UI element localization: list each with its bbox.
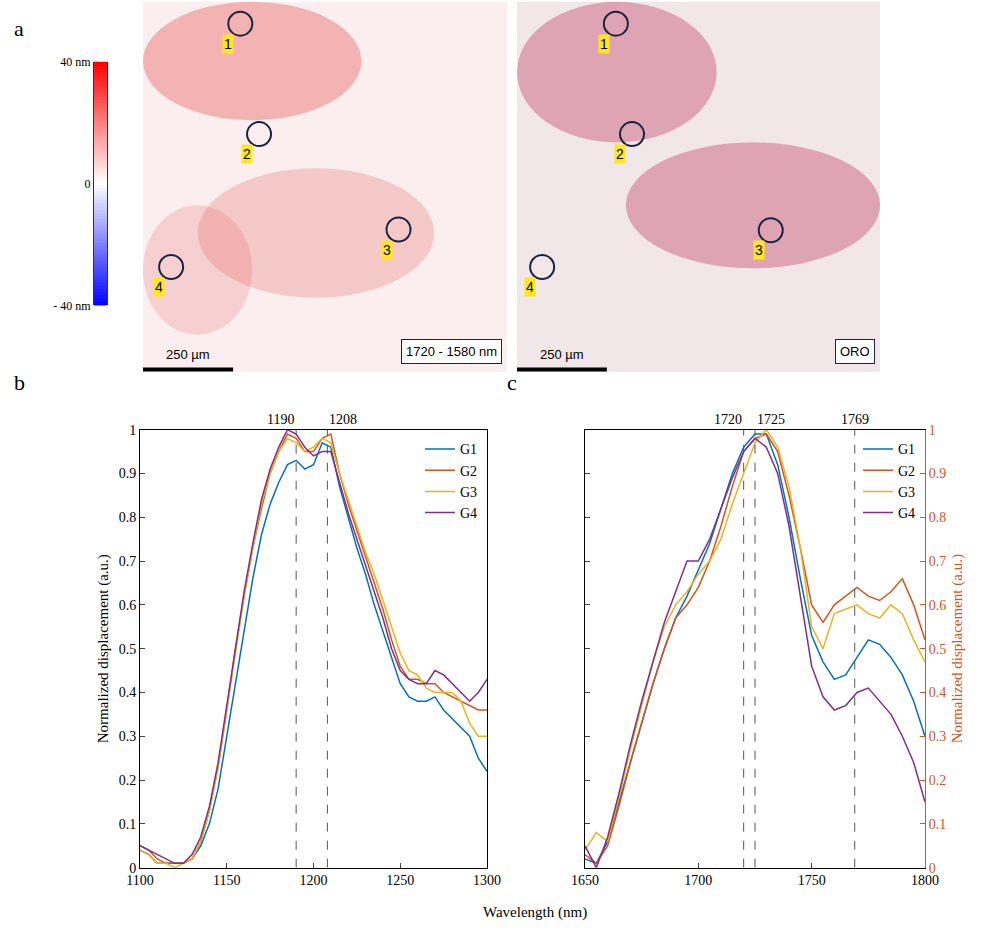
svg-text:0.8: 0.8 [119,510,137,525]
svg-text:1300: 1300 [473,873,501,888]
svg-text:0.1: 0.1 [119,817,137,832]
svg-text:250 µm: 250 µm [166,347,210,362]
svg-text:1100: 1100 [126,873,153,888]
svg-text:2: 2 [616,146,624,162]
svg-text:1: 1 [129,423,136,438]
svg-text:0.2: 0.2 [119,773,137,788]
svg-text:1769: 1769 [841,412,869,427]
svg-text:Normalized displacement (a.u.): Normalized displacement (a.u.) [949,554,966,743]
svg-text:0.5: 0.5 [929,642,947,657]
svg-text:0.4: 0.4 [929,685,947,700]
svg-text:1800: 1800 [911,873,939,888]
svg-text:0.3: 0.3 [929,729,947,744]
svg-text:1: 1 [929,423,936,438]
svg-text:0.6: 0.6 [119,598,137,613]
svg-text:0.4: 0.4 [119,685,137,700]
svg-text:1750: 1750 [798,873,826,888]
svg-text:0: 0 [129,861,136,876]
svg-text:1650: 1650 [571,873,599,888]
svg-text:G1: G1 [460,442,477,457]
svg-text:0.7: 0.7 [929,554,947,569]
svg-text:1208: 1208 [329,412,357,427]
svg-text:0.3: 0.3 [119,729,137,744]
svg-text:4: 4 [155,279,163,295]
svg-text:0.8: 0.8 [929,510,947,525]
svg-text:3: 3 [383,242,391,258]
svg-text:0: 0 [929,861,936,876]
svg-text:G3: G3 [460,485,477,500]
svg-text:1250: 1250 [386,873,414,888]
svg-text:1200: 1200 [300,873,328,888]
svg-text:0.5: 0.5 [119,642,137,657]
svg-text:1720: 1720 [714,412,742,427]
svg-text:4: 4 [526,279,534,295]
svg-text:2: 2 [243,146,251,162]
svg-text:1720 - 1580 nm: 1720 - 1580 nm [406,344,497,359]
svg-text:G2: G2 [898,464,915,479]
svg-text:1: 1 [600,36,608,52]
svg-text:1150: 1150 [213,873,240,888]
svg-text:250 µm: 250 µm [540,347,584,362]
svg-text:b: b [14,370,25,395]
svg-text:a: a [14,16,24,41]
svg-text:0: 0 [85,177,91,191]
svg-text:c: c [507,370,517,395]
svg-text:3: 3 [755,242,763,258]
svg-text:1: 1 [224,36,232,52]
svg-text:G4: G4 [460,506,477,521]
svg-text:0.7: 0.7 [119,554,137,569]
svg-text:Normalized displacement (a.u.): Normalized displacement (a.u.) [95,554,112,743]
svg-text:Wavelength (nm): Wavelength (nm) [483,904,587,921]
svg-text:G1: G1 [898,442,915,457]
svg-text:1190: 1190 [267,412,294,427]
svg-text:0.9: 0.9 [929,466,947,481]
svg-text:ORO: ORO [840,344,870,359]
svg-text:40 nm: 40 nm [60,55,91,69]
svg-text:G4: G4 [898,506,915,521]
svg-text:1725: 1725 [757,412,785,427]
svg-text:G2: G2 [460,464,477,479]
svg-text:- 40 nm: - 40 nm [53,299,91,313]
svg-text:0.6: 0.6 [929,598,947,613]
svg-text:0.1: 0.1 [929,817,947,832]
svg-text:1700: 1700 [684,873,712,888]
svg-text:0.9: 0.9 [119,466,137,481]
svg-text:0.2: 0.2 [929,773,947,788]
svg-text:G3: G3 [898,485,915,500]
